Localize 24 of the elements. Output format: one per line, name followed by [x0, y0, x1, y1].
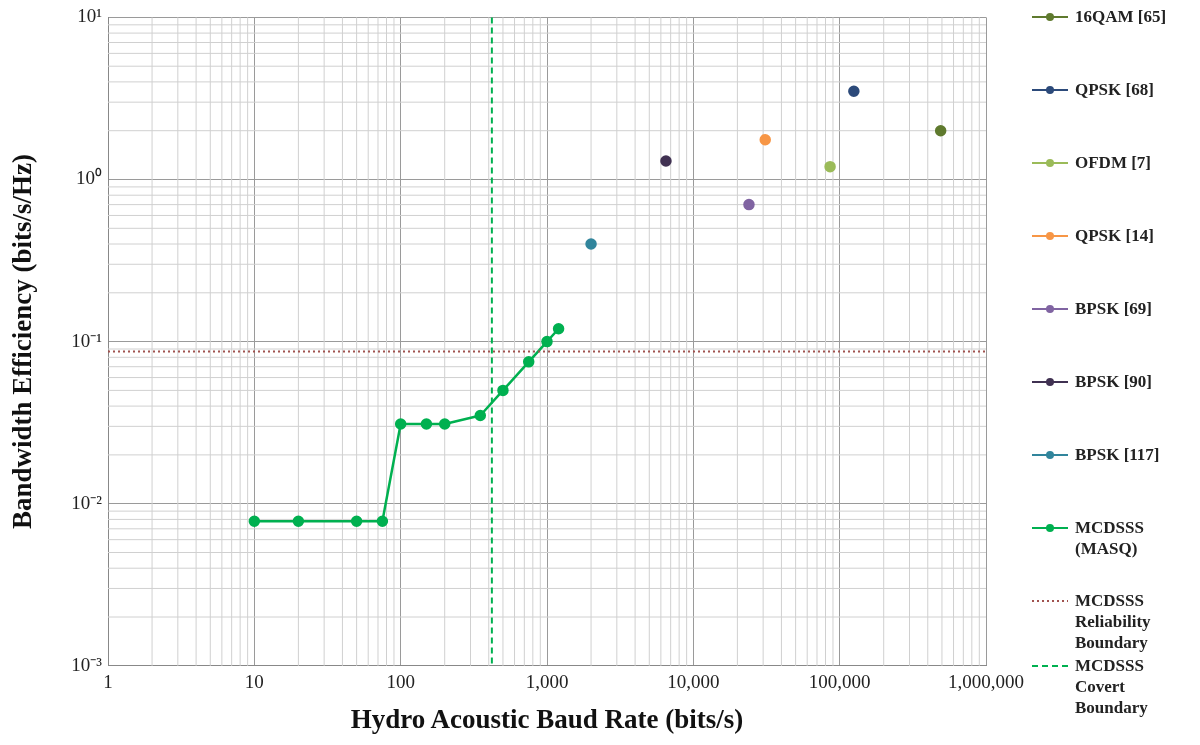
x-tick-label: 10,000	[667, 671, 720, 693]
y-tick-label: 10⁻³	[71, 653, 103, 675]
y-tick-label: 10⁻¹	[71, 329, 103, 351]
y-tick-label: 10⁰	[76, 167, 102, 189]
y-tick-label: 10⁻²	[71, 491, 103, 513]
legend-label: QPSK [14]	[1075, 225, 1154, 246]
x-axis-title: Hydro Acoustic Baud Rate (bits/s)	[350, 703, 744, 734]
legend-label: OFDM [7]	[1075, 152, 1152, 173]
legend-label: MCDSSS (MASQ)	[1075, 517, 1145, 559]
y-tick-label: 10¹	[77, 5, 103, 27]
legend-label: BPSK [90]	[1075, 371, 1152, 392]
x-tick-label: 100	[386, 671, 415, 693]
legend-label: BPSK [117]	[1075, 444, 1160, 465]
legend-label: BPSK [69]	[1075, 298, 1152, 319]
legend-label: QPSK [68]	[1075, 79, 1154, 100]
x-tick-label: 1,000,000	[948, 671, 1024, 693]
x-tick-label: 1,000	[525, 671, 569, 693]
x-tick-label: 100,000	[808, 671, 871, 693]
y-axis-title: Bandwidth Efficiency (bits/s/Hz)	[7, 154, 38, 530]
x-tick-label: 10	[244, 671, 264, 693]
legend-label: 16QAM [65]	[1075, 6, 1167, 27]
legend-label: MCDSSS Covert Boundary	[1075, 655, 1149, 718]
legend-label: MCDSSS Reliability Boundary	[1075, 590, 1152, 653]
x-tick-label: 1	[103, 671, 113, 693]
